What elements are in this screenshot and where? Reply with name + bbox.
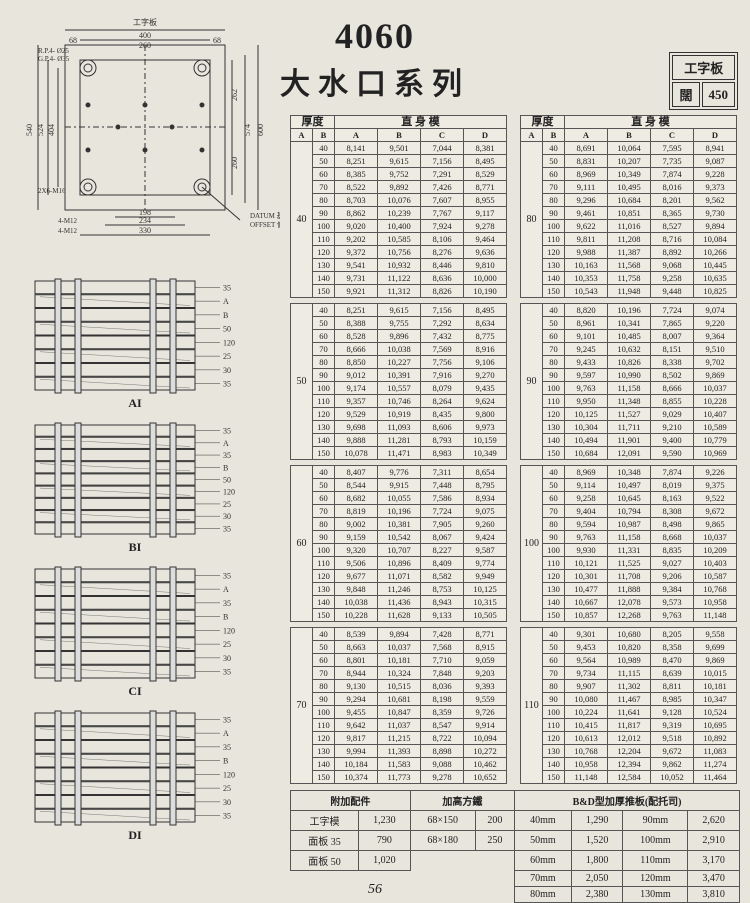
svg-text:35: 35: [223, 380, 231, 389]
svg-text:35: 35: [223, 715, 231, 724]
svg-text:35: 35: [223, 599, 231, 608]
section-drawing-CI: 35A35B120253035 CI: [5, 563, 265, 701]
svg-text:35: 35: [223, 571, 231, 580]
svg-text:B: B: [223, 757, 228, 766]
svg-text:120: 120: [223, 626, 235, 635]
svg-text:262: 262: [230, 89, 239, 101]
svg-text:120: 120: [223, 770, 235, 779]
section-drawing-DI: 35A35B120253035 DI: [5, 707, 265, 845]
svg-text:35: 35: [223, 283, 231, 292]
svg-text:B: B: [223, 463, 228, 472]
svg-text:25: 25: [223, 640, 231, 649]
svg-text:25: 25: [223, 352, 231, 361]
svg-text:工字板: 工字板: [133, 17, 157, 27]
svg-text:30: 30: [223, 366, 231, 375]
svg-text:68: 68: [213, 36, 221, 45]
data-table-right: 厚度 直 身 模 AB AB CD80408,69110,0647,5958,9…: [520, 115, 737, 784]
svg-text:120: 120: [223, 338, 235, 347]
svg-text:234: 234: [139, 216, 151, 225]
svg-text:35: 35: [223, 743, 231, 752]
svg-text:68: 68: [69, 36, 77, 45]
svg-text:120: 120: [223, 488, 235, 497]
data-table-left: 厚度 直 身 模 AB AB CD40408,1419,5017,0448,38…: [290, 115, 507, 784]
svg-text:35: 35: [223, 524, 231, 533]
svg-text:30: 30: [223, 798, 231, 807]
svg-text:260: 260: [230, 157, 239, 169]
svg-text:35: 35: [223, 427, 231, 436]
svg-text:600: 600: [256, 124, 265, 136]
svg-text:A: A: [223, 729, 229, 738]
svg-text:404: 404: [47, 124, 56, 136]
corner-spec-box: 工字板 闊450: [669, 52, 738, 110]
svg-text:30: 30: [223, 512, 231, 521]
svg-text:A: A: [223, 297, 229, 306]
svg-text:25: 25: [223, 784, 231, 793]
svg-text:330: 330: [139, 226, 151, 235]
svg-text:A: A: [223, 585, 229, 594]
svg-text:400: 400: [139, 31, 151, 40]
svg-text:574: 574: [243, 124, 252, 136]
svg-text:524: 524: [36, 124, 45, 136]
plan-drawing: 工字板 400 260 68 68 540 524 404 262 260 57…: [10, 15, 280, 245]
svg-text:35: 35: [223, 812, 231, 821]
section-drawing-AI: 35AB50120253035 AI: [5, 275, 265, 413]
svg-text:50: 50: [223, 476, 231, 485]
svg-text:DATUM 基準: DATUM 基準: [250, 211, 280, 220]
svg-text:B: B: [223, 311, 228, 320]
svg-text:50: 50: [223, 325, 231, 334]
svg-text:A: A: [223, 439, 229, 448]
svg-text:35: 35: [223, 668, 231, 677]
svg-text:260: 260: [139, 41, 151, 50]
svg-text:G.P.4- Ø35: G.P.4- Ø35: [38, 55, 70, 63]
svg-text:25: 25: [223, 500, 231, 509]
side-drawings: 35AB50120253035 AI 35A35B50120253035 BI …: [5, 275, 275, 851]
svg-text:R.P.4- Ø25: R.P.4- Ø25: [38, 47, 69, 55]
svg-text:OFFSET 偏孔: OFFSET 偏孔: [250, 220, 280, 229]
section-drawing-BI: 35A35B50120253035 BI: [5, 419, 265, 557]
svg-text:35: 35: [223, 451, 231, 460]
page-number: 56: [0, 882, 750, 898]
svg-text:30: 30: [223, 654, 231, 663]
svg-text:4-M12: 4-M12: [58, 227, 78, 235]
svg-text:540: 540: [25, 124, 34, 136]
svg-text:B: B: [223, 613, 228, 622]
svg-text:2X6-M16: 2X6-M16: [38, 187, 66, 195]
svg-text:4-M12: 4-M12: [58, 217, 78, 225]
